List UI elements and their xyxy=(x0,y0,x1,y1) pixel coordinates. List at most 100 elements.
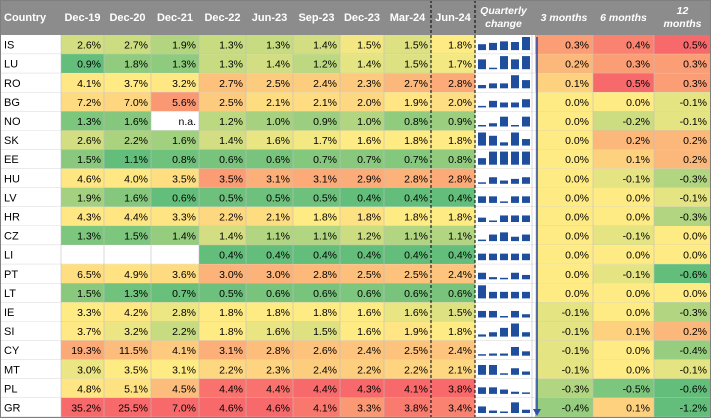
value-cell xyxy=(384,264,431,284)
change-label: 0.0% xyxy=(626,345,650,357)
value-cell xyxy=(199,35,246,55)
value-cell xyxy=(384,73,431,93)
sparkline-bar xyxy=(489,67,497,70)
change-cell xyxy=(593,206,654,226)
value-cell xyxy=(61,359,104,379)
value-cell xyxy=(61,35,104,55)
value-cell xyxy=(293,226,340,246)
header-period: Jun-24 xyxy=(435,12,471,24)
value-label: 3.1% xyxy=(266,173,290,185)
value-label: 1.6% xyxy=(172,135,196,147)
value-label: 2.1% xyxy=(266,97,290,109)
value-cell xyxy=(293,111,340,131)
value-label: 2.6% xyxy=(77,135,101,147)
change-cell xyxy=(535,283,593,303)
sparkline-bar xyxy=(478,334,486,337)
value-label: 1.4% xyxy=(219,135,243,147)
value-label: 2.2% xyxy=(172,326,196,338)
sparkline-bar xyxy=(500,316,508,318)
value-label: 1.9% xyxy=(404,326,428,338)
value-cell xyxy=(199,92,246,112)
sparkline-bar xyxy=(511,132,519,146)
sparkline-bar xyxy=(500,151,508,165)
value-cell xyxy=(431,302,475,322)
value-cell xyxy=(61,130,104,150)
change-label: 0.0% xyxy=(626,192,650,204)
value-cell xyxy=(340,149,384,169)
value-cell xyxy=(431,206,475,226)
value-label: 0.4% xyxy=(357,250,381,262)
sparkline-bar xyxy=(522,196,530,203)
value-cell xyxy=(340,54,384,74)
value-cell xyxy=(151,359,199,379)
change-label: 0.0% xyxy=(565,231,589,243)
country-label: SI xyxy=(4,326,14,338)
change-label: -0.3% xyxy=(680,173,707,185)
value-label: 2.8% xyxy=(448,78,472,90)
sparkline-bar xyxy=(522,371,530,375)
sparkline-bar xyxy=(478,217,486,222)
value-cell xyxy=(340,168,384,188)
value-label: 2.8% xyxy=(172,307,196,319)
value-cell xyxy=(199,340,246,360)
value-label: 2.4% xyxy=(448,345,472,357)
sparkline-bar xyxy=(500,232,508,242)
value-label: 1.6% xyxy=(404,307,428,319)
value-label: 7.0% xyxy=(124,97,148,109)
value-label: 1.3% xyxy=(77,231,101,243)
sparkline-bar xyxy=(511,151,519,165)
header-change: 12 xyxy=(677,5,689,17)
value-label: 2.1% xyxy=(448,364,472,376)
value-label: 2.7% xyxy=(124,40,148,52)
value-cell xyxy=(104,206,151,226)
value-label: 2.3% xyxy=(357,78,381,90)
sparkline-bar xyxy=(489,42,497,51)
sparkline-bar xyxy=(500,373,508,375)
value-cell xyxy=(431,378,475,398)
value-cell xyxy=(199,283,246,303)
sparkline-bar xyxy=(489,364,497,375)
value-label: 2.8% xyxy=(448,173,472,185)
change-label: -0.1% xyxy=(623,231,650,243)
change-cell xyxy=(654,321,711,341)
value-cell xyxy=(340,378,384,398)
sparkline-bar xyxy=(522,253,530,261)
change-cell xyxy=(593,397,654,417)
change-label: 0.0% xyxy=(626,364,650,376)
change-cell xyxy=(654,283,711,303)
sparkline-bar xyxy=(522,314,530,318)
sparkline-bar xyxy=(511,215,519,222)
sparkline-bar xyxy=(478,387,486,394)
sparkline-bar xyxy=(489,234,497,242)
header-period: Dec-21 xyxy=(157,12,193,24)
value-label: 2.1% xyxy=(266,211,290,223)
country-label: NO xyxy=(4,116,21,128)
sparkline-bar xyxy=(522,151,530,165)
value-label: n.a. xyxy=(178,116,196,128)
value-label: 19.3% xyxy=(71,345,101,357)
value-label: 0.6% xyxy=(357,288,381,300)
change-label: -0.1% xyxy=(680,97,707,109)
value-label: 2.2% xyxy=(404,364,428,376)
change-label: 0.2% xyxy=(683,326,707,338)
country-label: SK xyxy=(4,135,19,147)
value-cell xyxy=(199,321,246,341)
sparkline-bar xyxy=(489,291,497,299)
value-cell xyxy=(199,226,246,246)
change-cell xyxy=(593,111,654,131)
value-label: 1.2% xyxy=(357,231,381,243)
change-cell xyxy=(593,321,654,341)
value-label: 0.4% xyxy=(266,250,290,262)
change-label: -0.1% xyxy=(562,326,589,338)
value-cell xyxy=(384,359,431,379)
country-label: MT xyxy=(4,364,20,376)
value-cell xyxy=(340,245,384,265)
change-label: -0.1% xyxy=(562,345,589,357)
value-label: 1.6% xyxy=(357,326,381,338)
change-cell xyxy=(654,73,711,93)
change-cell xyxy=(535,378,593,398)
sparkline-bar xyxy=(511,402,519,413)
sparkline-bar xyxy=(500,353,508,356)
value-label: 0.6% xyxy=(266,288,290,300)
value-cell xyxy=(151,321,199,341)
